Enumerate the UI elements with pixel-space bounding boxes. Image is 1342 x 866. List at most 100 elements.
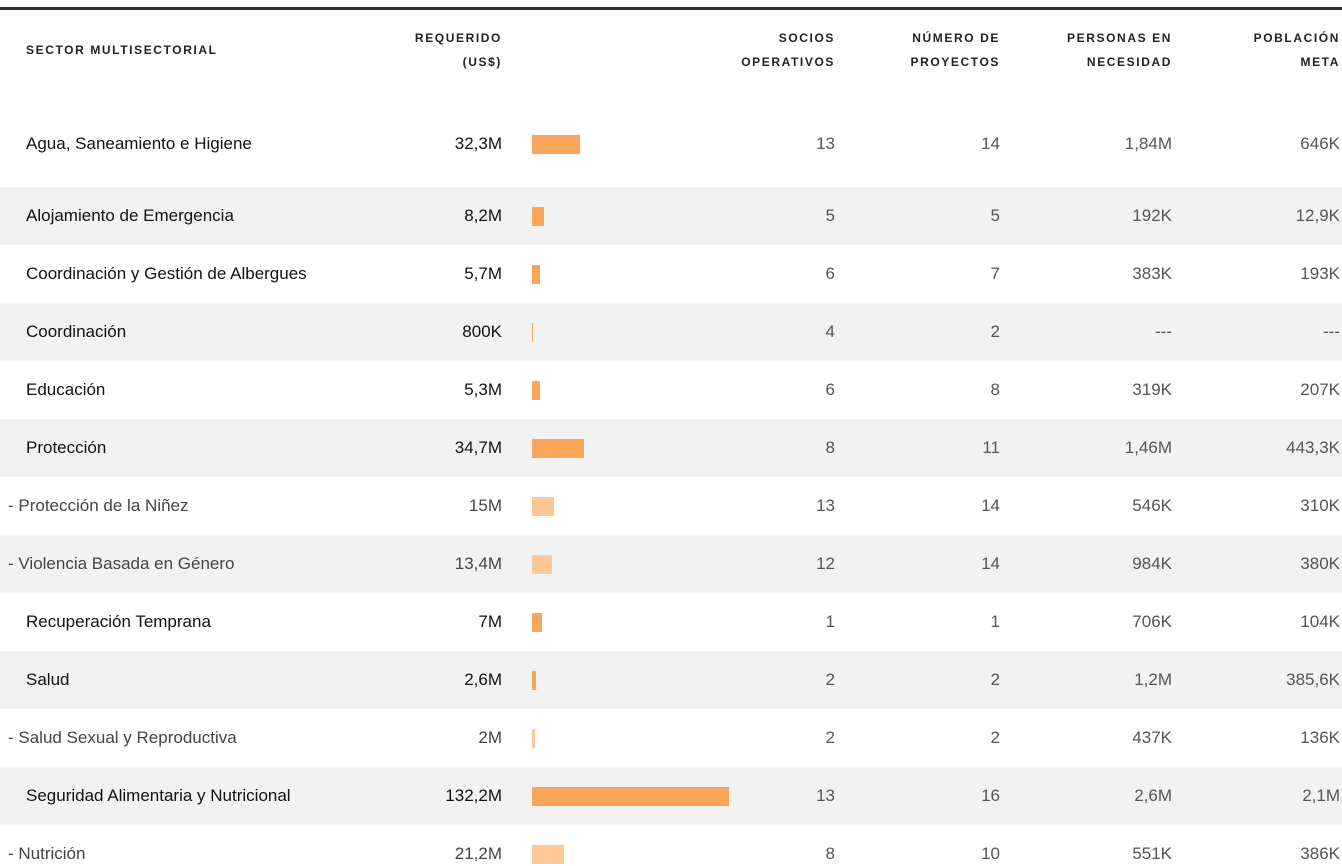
target-population: 386K: [1300, 844, 1340, 863]
sector-name: Coordinación y Gestión de Albergues: [26, 264, 307, 283]
sector-name: - Nutrición: [8, 844, 86, 863]
projects: 10: [981, 844, 1000, 863]
partners: 13: [816, 786, 835, 805]
projects: 14: [981, 554, 1000, 573]
people-in-need: 984K: [1132, 554, 1172, 573]
partners: 2: [825, 728, 835, 747]
required-bar: [532, 613, 543, 632]
projects: 2: [990, 322, 1000, 341]
projects: 1: [990, 612, 1000, 631]
projects: 2: [990, 670, 1000, 689]
partners: 8: [825, 438, 835, 457]
column-header: META: [1300, 55, 1340, 69]
people-in-need: ---: [1155, 322, 1172, 341]
target-population: 12,9K: [1295, 206, 1340, 225]
target-population: ---: [1323, 322, 1340, 341]
required-label: 5,3M: [464, 380, 502, 399]
required-label: 34,7M: [454, 438, 502, 457]
column-header: POBLACIÓN: [1253, 31, 1340, 45]
required-bar: [532, 845, 564, 864]
people-in-need: 383K: [1132, 264, 1172, 283]
people-in-need: 2,6M: [1134, 786, 1172, 805]
projects: 2: [990, 728, 1000, 747]
row-band: [0, 651, 1342, 709]
sector-name: Alojamiento de Emergencia: [26, 206, 234, 225]
sector-name: - Salud Sexual y Reproductiva: [8, 728, 237, 747]
required-bar: [532, 134, 581, 154]
required-bar: [532, 207, 545, 226]
required-bar: [532, 265, 541, 284]
partners: 6: [825, 380, 835, 399]
sector-name: Salud: [26, 670, 70, 689]
required-label: 2,6M: [464, 670, 502, 689]
column-header: SECTOR MULTISECTORIAL: [26, 43, 218, 57]
sector-name: Coordinación: [26, 322, 127, 341]
required-bar: [532, 729, 535, 748]
people-in-need: 551K: [1132, 844, 1172, 863]
people-in-need: 706K: [1132, 612, 1172, 631]
row-band: [0, 419, 1342, 477]
projects: 5: [990, 206, 1000, 225]
column-header: OPERATIVOS: [741, 55, 835, 69]
projects: 16: [981, 786, 1000, 805]
people-in-need: 192K: [1132, 206, 1172, 225]
partners: 1: [825, 612, 835, 631]
required-bar: [532, 787, 729, 806]
partners: 13: [816, 133, 835, 153]
column-header: SOCIOS: [778, 31, 835, 45]
partners: 2: [825, 670, 835, 689]
column-header: (US$): [462, 55, 502, 69]
people-in-need: 437K: [1132, 728, 1172, 747]
projects: 7: [990, 264, 1000, 283]
required-label: 5,7M: [464, 264, 502, 283]
target-population: 136K: [1300, 728, 1340, 747]
required-bar: [532, 671, 536, 690]
required-label: 13,4M: [454, 554, 502, 573]
people-in-need: 1,46M: [1124, 438, 1172, 457]
partners: 5: [825, 206, 835, 225]
column-header: PERSONAS EN: [1067, 31, 1172, 45]
column-header: PROYECTOS: [910, 55, 1000, 69]
people-in-need: 319K: [1132, 380, 1172, 399]
sector-name: Protección: [26, 438, 107, 457]
required-label: 132,2M: [445, 786, 502, 805]
required-bar: [532, 323, 534, 342]
projects: 14: [981, 133, 1000, 153]
projects: 8: [990, 380, 1000, 399]
required-bar: [532, 381, 540, 400]
column-header: REQUERIDO: [414, 31, 502, 45]
sector-name: Educación: [26, 380, 106, 399]
sector-name: Seguridad Alimentaria y Nutricional: [26, 786, 291, 805]
people-in-need: 1,2M: [1134, 670, 1172, 689]
partners: 13: [816, 496, 835, 515]
top-rule: [0, 7, 1342, 10]
target-population: 385,6K: [1286, 670, 1340, 689]
required-label: 2M: [478, 728, 502, 747]
partners: 8: [825, 844, 835, 863]
target-population: 380K: [1300, 554, 1340, 573]
required-bar: [532, 497, 555, 516]
required-label: 21,2M: [454, 844, 502, 863]
sector-name: - Protección de la Niñez: [8, 496, 189, 515]
target-population: 193K: [1300, 264, 1340, 283]
target-population: 310K: [1300, 496, 1340, 515]
required-label: 8,2M: [464, 206, 502, 225]
target-population: 443,3K: [1286, 438, 1340, 457]
required-bar: [532, 555, 552, 574]
row-band: [0, 535, 1342, 593]
required-bar: [532, 439, 584, 458]
people-in-need: 546K: [1132, 496, 1172, 515]
target-population: 2,1M: [1302, 786, 1340, 805]
sector-name: Recuperación Temprana: [26, 612, 211, 631]
column-header: NECESIDAD: [1086, 55, 1172, 69]
required-label: 15M: [468, 496, 502, 515]
sector-name: Agua, Saneamiento e Higiene: [26, 133, 252, 153]
column-header: NÚMERO DE: [912, 31, 1000, 45]
partners: 4: [825, 322, 835, 341]
projects: 14: [981, 496, 1000, 515]
projects: 11: [982, 438, 1000, 457]
required-label: 7M: [478, 612, 502, 631]
row-band: [0, 187, 1342, 245]
people-in-need: 1,84M: [1124, 133, 1172, 153]
